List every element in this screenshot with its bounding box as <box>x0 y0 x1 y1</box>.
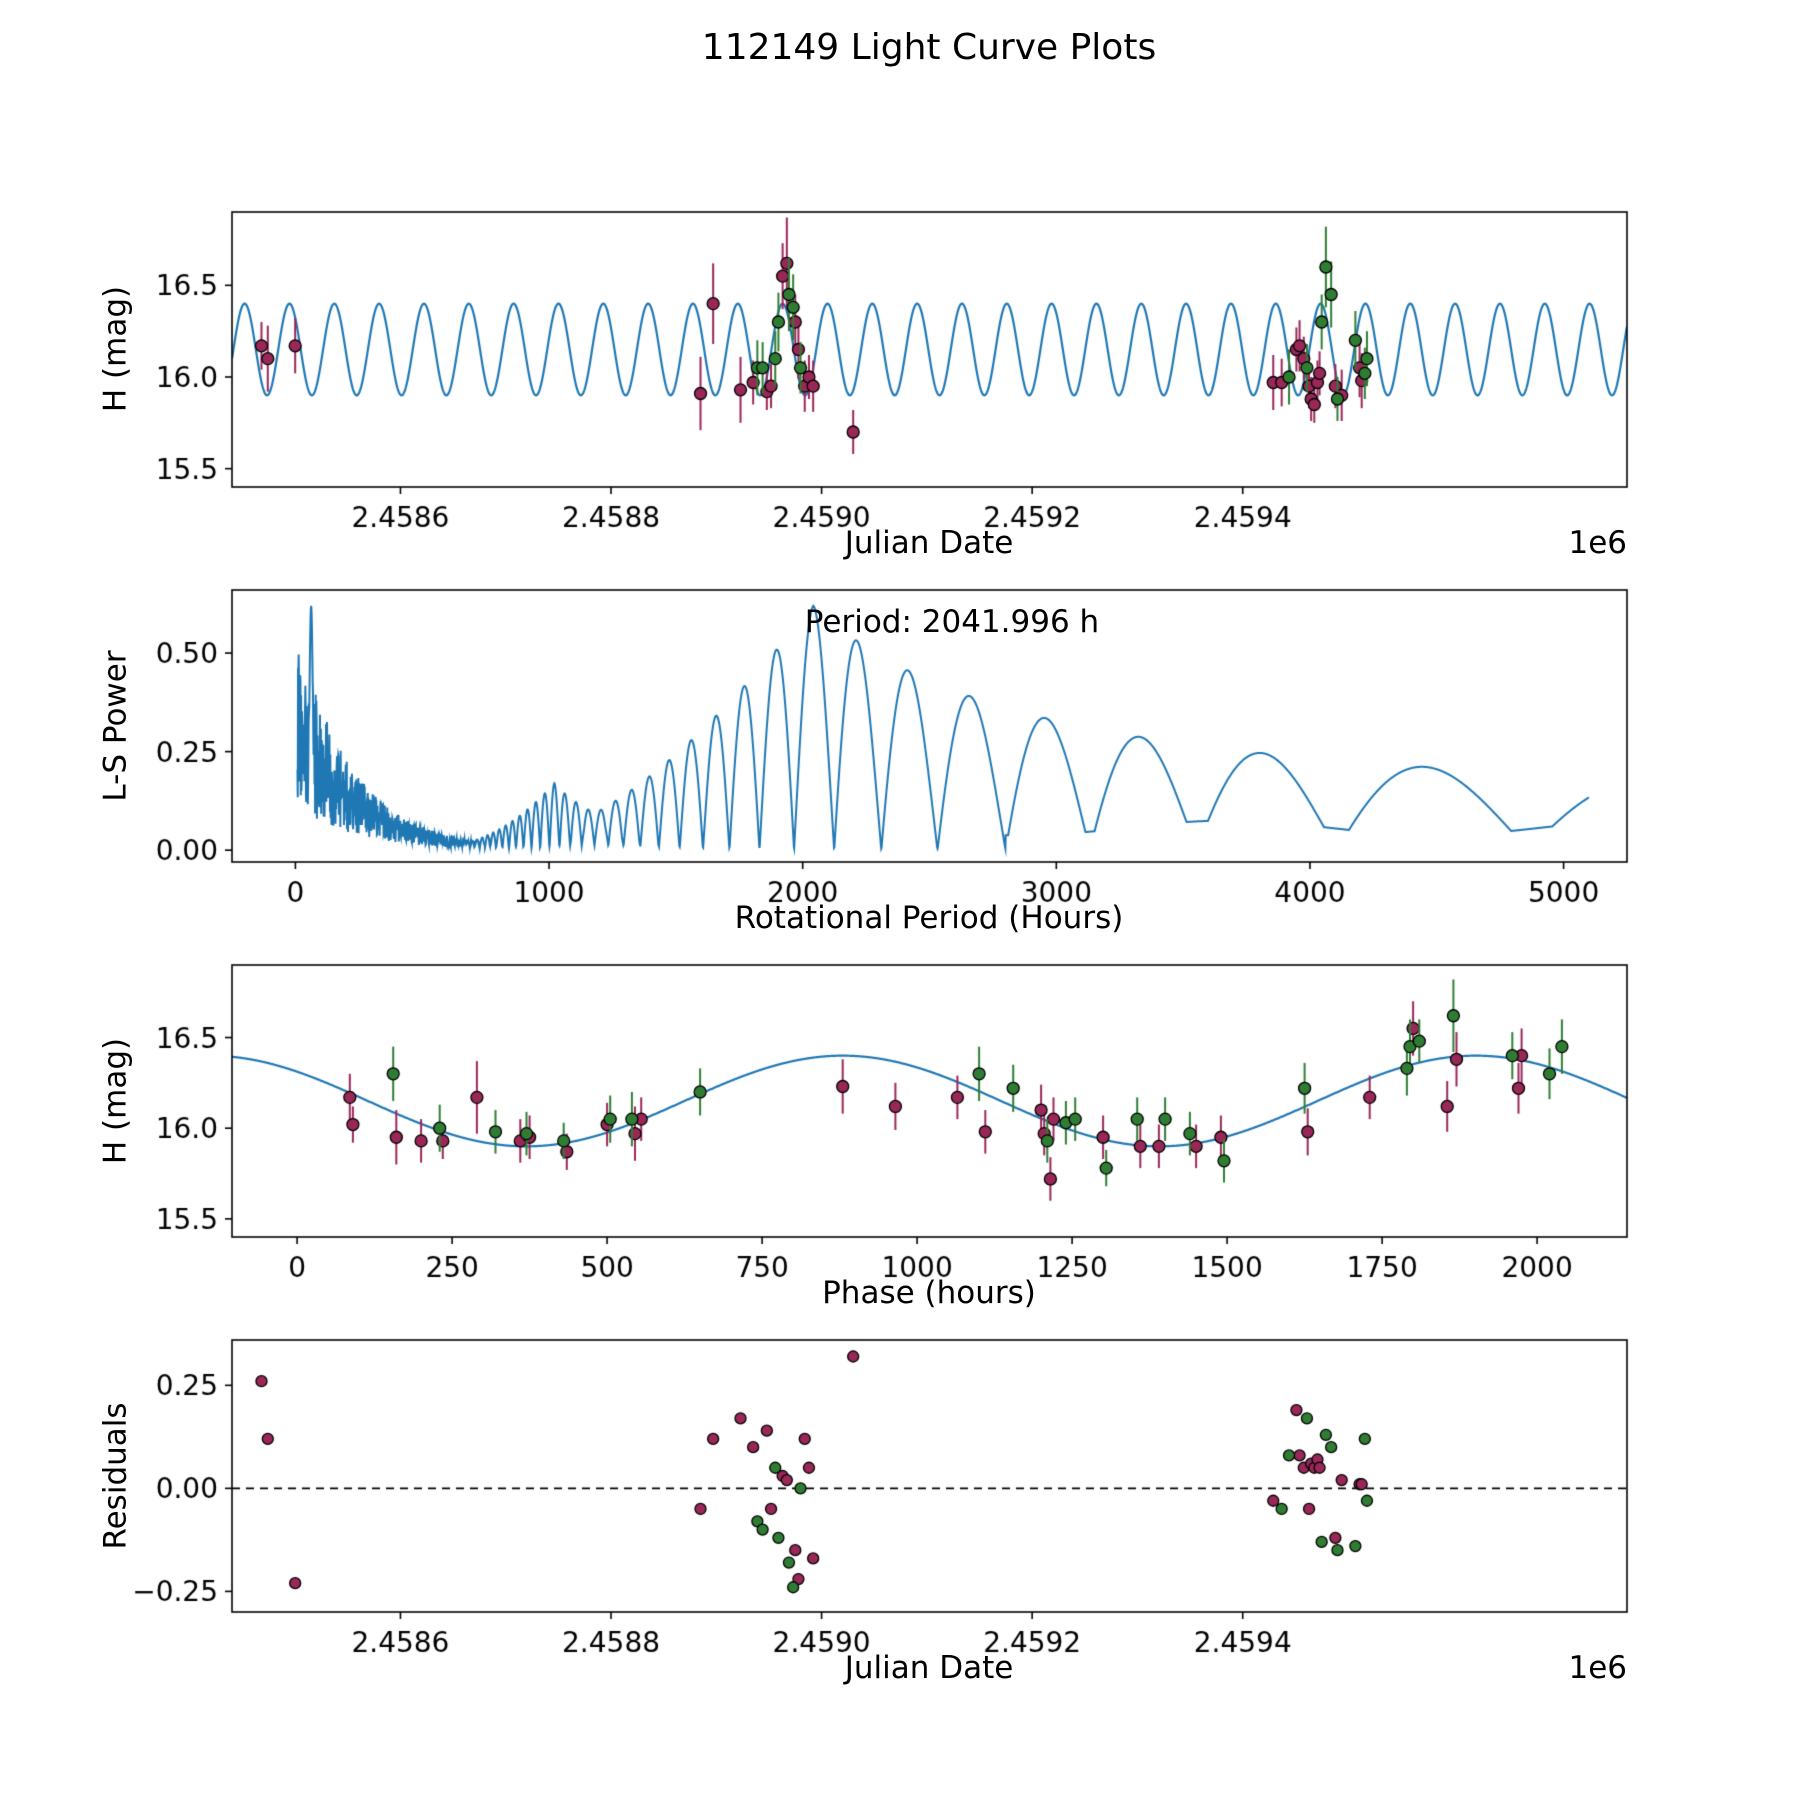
figure-title: 112149 Light Curve Plots <box>701 27 1157 68</box>
best-period-annotation: Period: 2041.996 h <box>804 604 1100 640</box>
